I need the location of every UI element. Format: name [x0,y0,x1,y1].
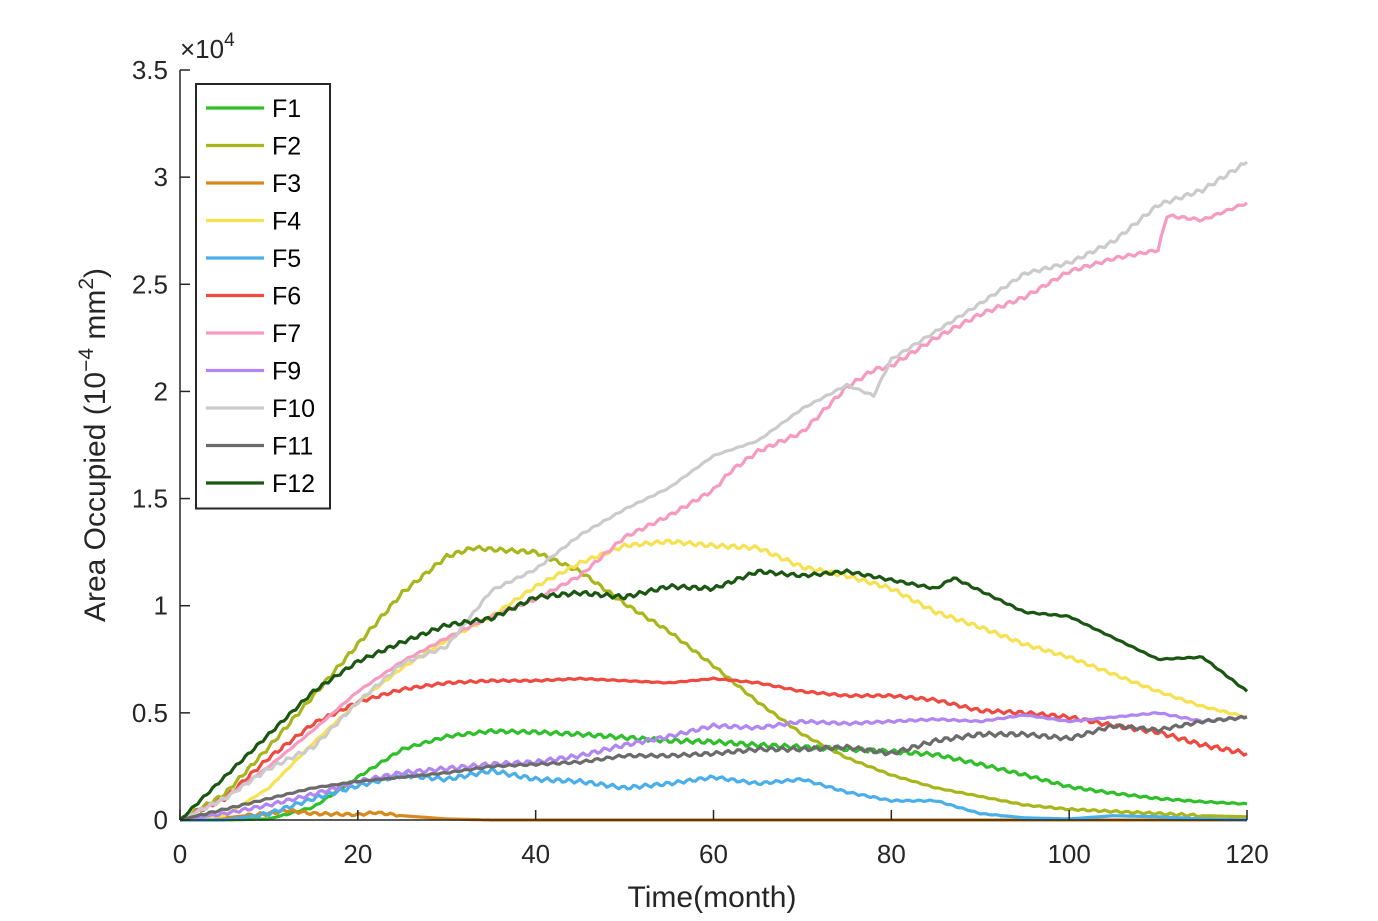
series-line-f12 [178,568,1249,822]
series-line-f1 [180,727,1248,822]
y-tick-label: 3.5 [132,55,168,85]
x-axis-label: Time(month) [628,881,797,914]
y-tick-label: 1 [154,591,168,621]
y-axis-ticks: 0 0.5 1 1.5 2 2.5 3 3.5 [132,55,190,835]
legend-label-f6: F6 [272,283,301,311]
legend-label-f4: F4 [272,208,301,236]
legend-label-f3: F3 [272,170,301,198]
series-line-f10 [179,160,1248,822]
legend-label-f12: F12 [272,470,315,498]
x-tick-label: 60 [699,839,728,869]
x-tick-label: 120 [1225,839,1268,869]
legend-label-f1: F1 [272,95,301,123]
series-line-f2 [179,544,1248,822]
series-line-f7 [179,201,1248,822]
x-axis-ticks: 0 20 40 60 80 100 120 [173,810,1269,869]
x-tick-label: 100 [1047,839,1090,869]
x-tick-label: 80 [877,839,906,869]
y-axis-label: Area Occupied (10−4 mm2) [75,268,112,622]
y-tick-label: 0 [154,805,168,835]
y-tick-label: 1.5 [132,484,168,514]
y-tick-label: 2 [154,376,168,406]
legend-label-f10: F10 [272,395,315,423]
x-tick-label: 40 [521,839,550,869]
legend-label-f11: F11 [272,433,313,461]
legend: F1 F2 F3 F4 F5 F6 F7 F9 F10 F11 F12 [195,83,331,510]
y-multiplier: ×104 [180,30,235,64]
x-tick-label: 20 [343,839,372,869]
legend-label-f5: F5 [272,245,301,273]
x-tick-label: 0 [173,839,187,869]
y-tick-label: 2.5 [132,269,168,299]
plot-background [180,70,1247,820]
series-line-f11 [179,714,1248,822]
y-tick-label: 0.5 [132,698,168,728]
legend-label-f9: F9 [272,358,301,386]
legend-label-f7: F7 [272,320,301,348]
plot-area [180,70,1247,820]
y-tick-label: 3 [154,162,168,192]
legend-label-f2: F2 [272,133,301,161]
